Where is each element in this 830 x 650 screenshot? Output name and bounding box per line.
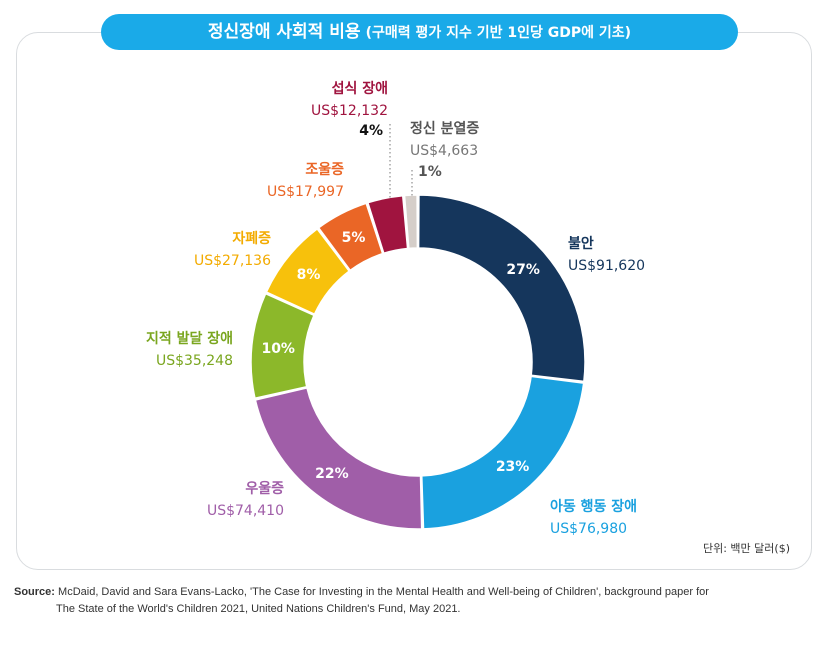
slice-3 [250, 292, 315, 400]
slice-7 [403, 194, 419, 250]
slice-percent-label: 8% [297, 267, 321, 283]
value-label: US$17,997 [267, 184, 344, 200]
slice-6 [366, 194, 409, 255]
source-label: Source: [14, 586, 55, 598]
category-label: 아동 행동 장애 [550, 498, 637, 515]
category-label: 불안 [568, 235, 594, 252]
source-line-1: McDaid, David and Sara Evans-Lacko, 'The… [58, 586, 709, 598]
source-note: Source: McDaid, David and Sara Evans-Lac… [14, 584, 794, 618]
category-label: 자폐증 [232, 231, 271, 247]
slice-percent-label: 23% [496, 459, 530, 475]
value-label: US$12,132 [311, 103, 388, 119]
category-label: 지적 발달 장애 [146, 330, 233, 347]
slice-percent-label: 10% [261, 341, 295, 357]
slice-4 [265, 227, 351, 316]
slice-5 [317, 202, 384, 272]
unit-note: 단위: 백만 달러($) [702, 542, 790, 555]
slice-percent-label: 22% [315, 466, 349, 482]
value-label: US$76,980 [550, 521, 627, 537]
chart-title-banner: 정신장애 사회적 비용 (구매력 평가 지수 기반 1인당 GDP에 기초) [101, 14, 738, 50]
slice-percent-label: 4% [359, 123, 383, 139]
slice-0 [417, 194, 586, 383]
slice-percent-label: 1% [418, 164, 442, 180]
category-label: 조울증 [305, 161, 344, 178]
source-line-2: The State of the World's Children 2021, … [56, 603, 461, 615]
value-label: US$91,620 [568, 258, 645, 274]
value-label: US$27,136 [194, 253, 271, 269]
slice-percent-label: 5% [342, 230, 366, 246]
value-label: US$35,248 [156, 353, 233, 369]
value-label: US$4,663 [410, 143, 478, 159]
chart-subtitle: (구매력 평가 지수 기반 1인당 GDP에 기초) [365, 25, 632, 41]
slice-percent-label: 27% [506, 262, 540, 278]
slice-1 [420, 375, 585, 530]
slice-2 [254, 387, 423, 530]
category-label: 우울증 [245, 480, 284, 497]
chart-title: 정신장애 사회적 비용 [207, 22, 361, 42]
category-label: 섭식 장애 [332, 80, 388, 97]
category-label: 정신 분열증 [410, 120, 479, 137]
value-label: US$74,410 [207, 503, 284, 519]
